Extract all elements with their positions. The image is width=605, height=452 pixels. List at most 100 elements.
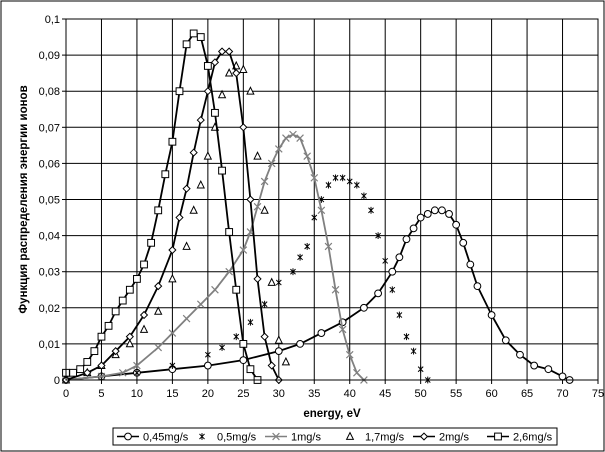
data-point [83, 368, 92, 377]
data-point [501, 336, 510, 345]
data-point [423, 210, 432, 218]
data-point [224, 68, 234, 77]
data-point [111, 307, 120, 316]
data-point [459, 238, 468, 247]
x-tick-label: 50 [415, 388, 427, 400]
data-point [233, 333, 240, 341]
y-axis-title: Функция распределения энергии ионов [18, 85, 30, 313]
data-point [69, 368, 77, 377]
data-point [196, 115, 205, 125]
data-point [225, 228, 234, 236]
legend-item: 0,45mg/s [117, 432, 189, 444]
x-tick-label: 15 [166, 388, 178, 400]
data-point [133, 275, 141, 283]
data-point [374, 289, 383, 298]
data-point [169, 362, 176, 369]
data-point [83, 358, 92, 366]
x-tick-label: 20 [202, 388, 214, 400]
data-point [182, 241, 191, 250]
data-point [246, 86, 255, 95]
y-tick-label: 0,07 [39, 122, 60, 134]
data-point [416, 213, 425, 222]
data-point [345, 350, 354, 359]
data-point [139, 324, 149, 333]
legend-item: 1mg/s [265, 432, 321, 444]
data-point [90, 347, 99, 356]
x-tick-label: 40 [344, 388, 356, 400]
data-point [281, 356, 291, 366]
data-point [544, 365, 553, 374]
data-point [189, 148, 198, 157]
data-point [134, 369, 140, 377]
legend-label: 1,7mg/s [365, 432, 405, 444]
data-point [261, 300, 268, 308]
data-point [239, 340, 248, 348]
data-point [225, 47, 234, 56]
data-point [310, 174, 319, 182]
data-point [267, 361, 276, 370]
data-point [452, 220, 461, 229]
data-point [219, 344, 225, 351]
data-point [225, 267, 233, 276]
data-point [133, 361, 141, 370]
data-point [246, 365, 255, 374]
data-point [368, 206, 374, 214]
data-point [253, 202, 262, 211]
y-tick-label: 0,02 [39, 303, 60, 315]
data-point [111, 347, 120, 356]
legend-label: 2mg/s [439, 432, 469, 444]
series-2 [62, 130, 368, 384]
data-point [487, 311, 496, 319]
data-point [304, 243, 311, 250]
data-point [438, 206, 446, 215]
legend-marker [199, 433, 205, 440]
data-point [168, 273, 177, 283]
data-point [203, 62, 212, 70]
legend-label: 0,45mg/s [143, 432, 189, 444]
legend-marker [345, 431, 355, 440]
legend-marker [272, 432, 280, 441]
x-tick-label: 25 [237, 388, 249, 400]
data-point [118, 296, 127, 305]
plot-area-border [65, 18, 599, 381]
data-point [189, 29, 198, 38]
data-point [218, 166, 226, 175]
data-point [275, 279, 282, 286]
data-point [203, 151, 213, 160]
data-point [395, 253, 404, 262]
legend-label: 0,5mg/s [217, 432, 257, 444]
legend-marker [124, 432, 132, 441]
legend-box [112, 427, 558, 446]
data-point [332, 174, 339, 182]
x-tick-label: 30 [273, 388, 285, 400]
data-point [246, 195, 255, 204]
data-point [403, 333, 410, 341]
data-point [317, 329, 326, 337]
y-tick-label: 0,03 [39, 267, 60, 279]
data-point [97, 332, 106, 341]
data-point [196, 180, 205, 189]
y-tick-label: 0,09 [39, 50, 60, 62]
series-line [65, 209, 571, 381]
data-point [260, 205, 269, 214]
data-point [402, 235, 411, 244]
data-point [445, 210, 453, 218]
x-tick-label: 70 [556, 388, 568, 400]
data-point [303, 152, 311, 161]
y-tick-label: 0,06 [39, 158, 60, 170]
y-tick-label: 0,04 [39, 231, 60, 243]
data-point [267, 159, 276, 168]
data-point [360, 303, 368, 312]
data-point [76, 365, 85, 374]
data-point [311, 214, 318, 221]
data-point [417, 365, 424, 373]
legend-marker [494, 432, 502, 441]
data-point [239, 246, 248, 254]
data-point [353, 368, 361, 377]
data-point [175, 87, 184, 96]
data-point [182, 40, 191, 49]
data-point [396, 311, 403, 319]
data-point [125, 285, 134, 294]
data-point [388, 267, 397, 276]
